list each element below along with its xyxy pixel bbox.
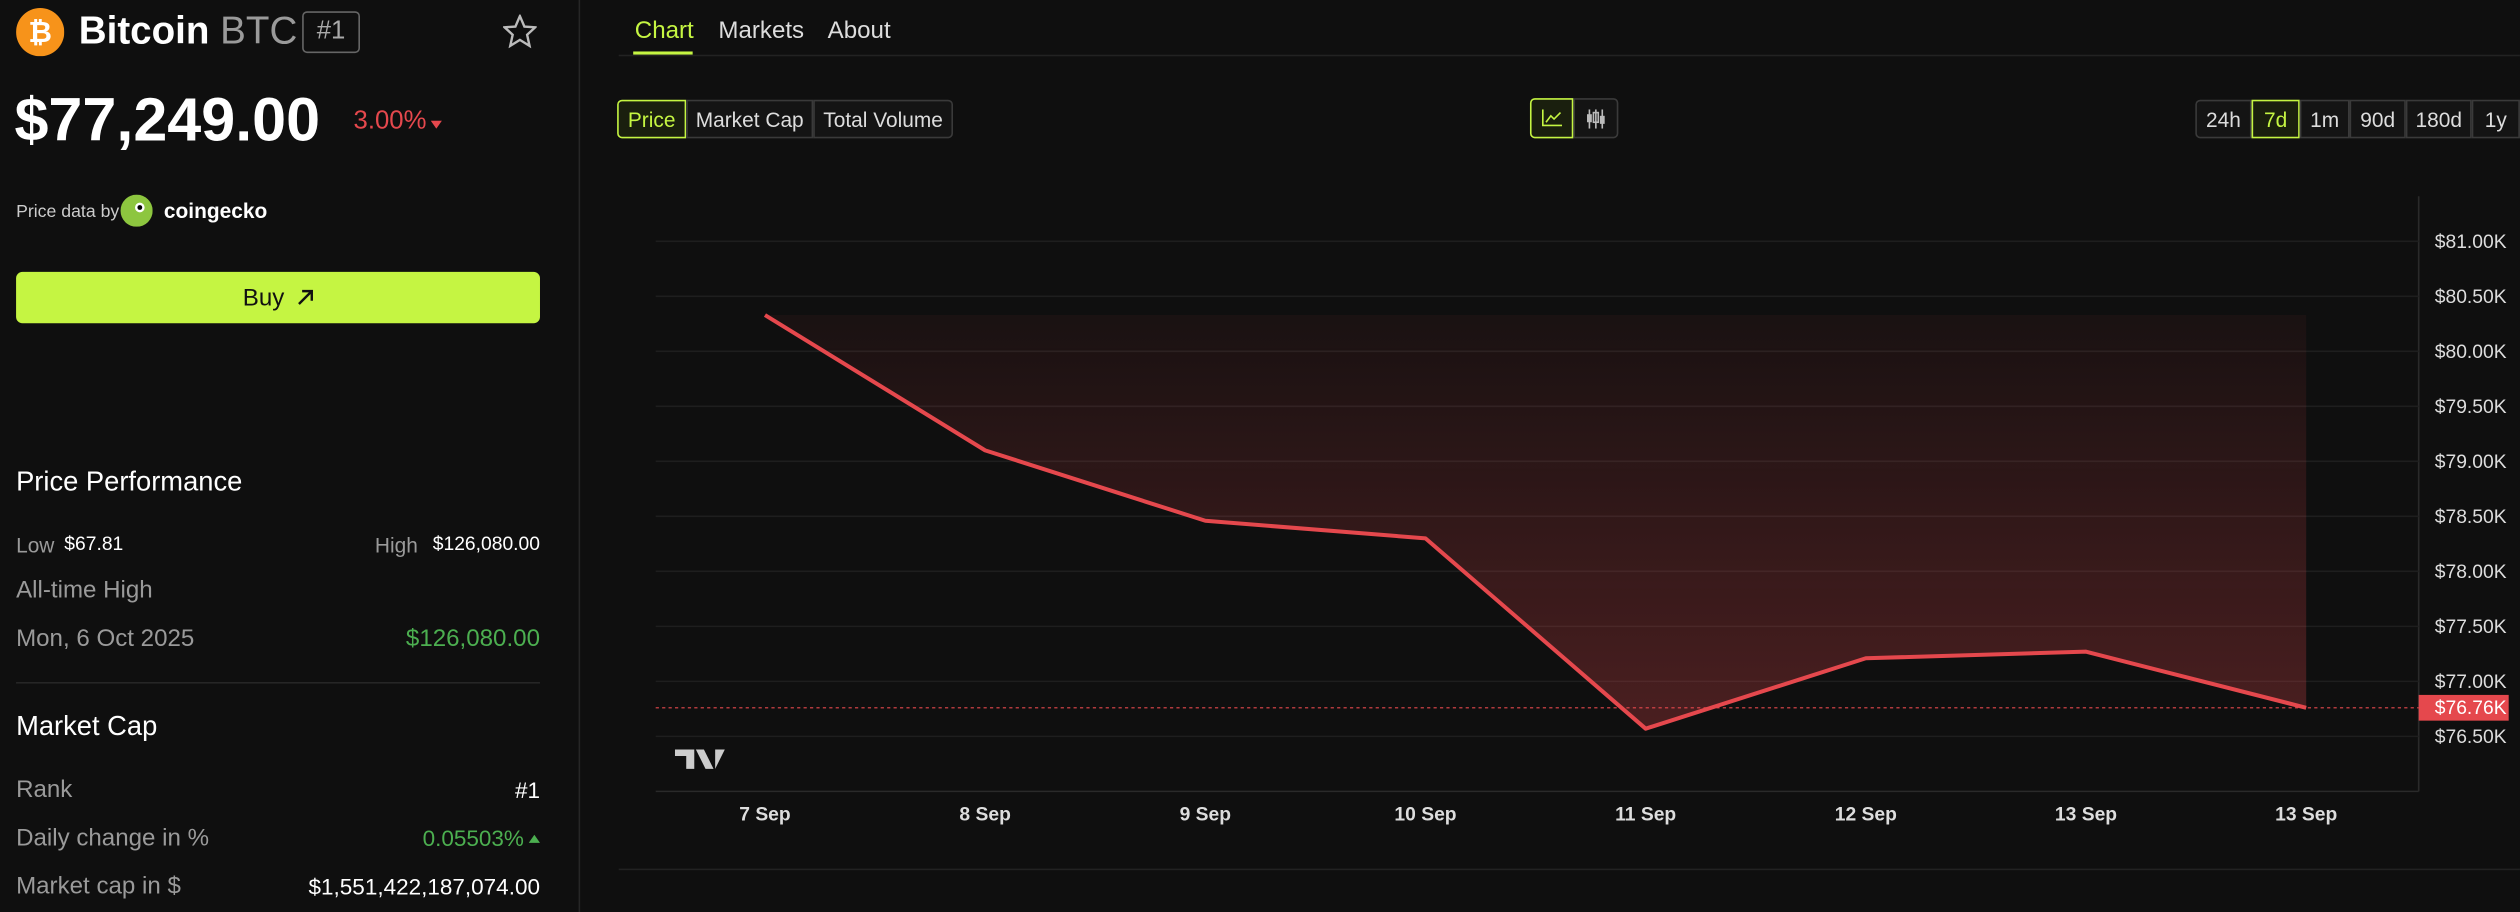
x-tick-label: 12 Sep	[1835, 804, 1897, 825]
range-button[interactable]: 180d	[2405, 99, 2472, 139]
y-tick-label: $80.00K	[2435, 342, 2507, 363]
tradingview-logo	[674, 749, 725, 769]
rank-badge: #1	[302, 11, 360, 54]
chart-border	[618, 868, 2520, 871]
y-tick-label: $79.00K	[2435, 452, 2507, 473]
row-value: 0.05503%	[422, 825, 524, 851]
tab[interactable]: About	[827, 16, 891, 45]
line-chart-toggle[interactable]	[1529, 98, 1574, 139]
low-label: Low	[16, 533, 55, 558]
range-button[interactable]: 7d	[2251, 99, 2300, 139]
candle-chart-toggle[interactable]	[1573, 98, 1619, 139]
range-button[interactable]: 24h	[2195, 99, 2252, 139]
y-tick-label: $81.00K	[2435, 232, 2507, 253]
y-tick-label: $77.00K	[2435, 672, 2507, 693]
x-tick-label: 7 Sep	[739, 804, 790, 825]
y-tick-label: $77.50K	[2435, 617, 2507, 638]
section-title: Market Cap	[16, 710, 158, 742]
up-arrow	[528, 834, 540, 843]
x-tick-label: 11 Sep	[1615, 804, 1676, 825]
ath-label: All-time High	[16, 576, 153, 604]
row-label: Market cap in $	[16, 872, 181, 900]
x-tick-label: 8 Sep	[959, 804, 1010, 825]
tab[interactable]: Chart	[634, 16, 694, 45]
coin-icon: ₿	[16, 8, 65, 57]
candle-icon	[1587, 108, 1605, 128]
row-label: Rank	[16, 776, 73, 804]
coin-symbol: BTC	[220, 9, 298, 54]
low-value: $67.81	[64, 532, 124, 555]
tab-underline	[633, 51, 693, 55]
x-tick-label: 9 Sep	[1180, 804, 1231, 825]
range-button[interactable]: 1m	[2299, 99, 2350, 139]
metric-button[interactable]: Market Cap	[686, 99, 814, 139]
range-button[interactable]: 1y	[2471, 99, 2520, 139]
coin-name: Bitcoin	[78, 9, 210, 54]
last-price-box	[2418, 694, 2509, 721]
svg-text:₿: ₿	[28, 17, 52, 49]
x-tick-label: 13 Sep	[2055, 804, 2117, 825]
x-tick-label: 10 Sep	[1394, 804, 1456, 825]
last-price-label: $76.76K	[2435, 698, 2507, 719]
price: $77,249.00	[14, 87, 321, 156]
row-label: Daily change in %	[16, 824, 210, 852]
source-label: Price data by	[16, 202, 120, 222]
ath-value: $126,080.00	[405, 624, 540, 653]
down-arrow	[430, 120, 442, 129]
buy-icon	[297, 289, 313, 305]
line-icon	[1542, 109, 1563, 127]
buy-button[interactable]: Buy	[16, 271, 540, 324]
tab[interactable]: Markets	[718, 16, 805, 45]
range-button[interactable]: 90d	[2349, 99, 2406, 139]
row-value: $1,551,422,187,074.00	[308, 873, 540, 900]
high-value: $126,080.00	[432, 532, 540, 555]
y-tick-label: $76.50K	[2435, 727, 2507, 748]
area-fill	[764, 315, 2307, 729]
high-label: High	[374, 533, 418, 558]
tab-border	[618, 54, 2520, 57]
source-name: coingecko	[163, 198, 268, 223]
favorite-button[interactable]	[503, 14, 537, 49]
y-tick-label: $78.50K	[2435, 507, 2507, 528]
buy-label: Buy	[242, 283, 285, 312]
section-title: Price Performance	[16, 466, 243, 498]
separator	[16, 682, 540, 684]
metric-button[interactable]: Price	[617, 99, 687, 139]
x-tick-label: 13 Sep	[2275, 804, 2337, 825]
price-line	[763, 313, 2307, 731]
coingecko-logo	[120, 194, 153, 227]
price-change: 3.00%	[353, 107, 427, 136]
metric-button[interactable]: Total Volume	[813, 99, 954, 139]
y-tick-label: $80.50K	[2435, 287, 2507, 308]
y-tick-label: $78.00K	[2435, 562, 2507, 583]
row-value: #1	[514, 776, 540, 803]
divider	[578, 0, 581, 912]
ath-date: Mon, 6 Oct 2025	[16, 624, 195, 653]
y-tick-label: $79.50K	[2435, 397, 2507, 418]
